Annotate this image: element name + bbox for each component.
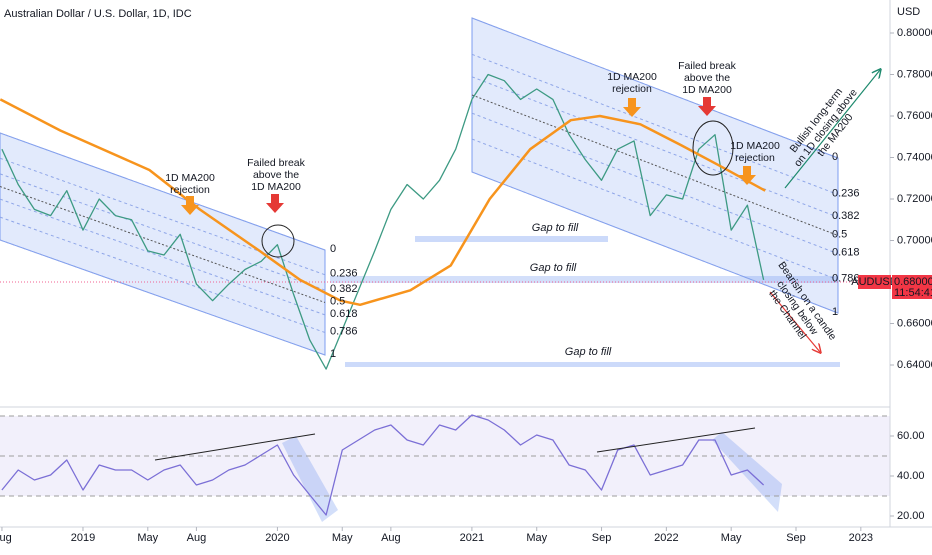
annotation: Failed break: [247, 157, 306, 169]
price-tag-time: 11:54:41: [894, 287, 932, 299]
gap-zone: [415, 236, 608, 242]
orange-arrow: [738, 166, 756, 185]
bearish-arrow: [769, 291, 820, 352]
gap-zone: [345, 362, 840, 367]
fib-label: 0: [832, 151, 838, 163]
annotation: Failed break: [678, 60, 737, 72]
annotation: 1D MA200: [251, 181, 301, 193]
fib-line: [471, 138, 839, 281]
fib-label: 0.5: [832, 228, 847, 240]
x-tick-label: 2021: [460, 532, 484, 544]
y-tick-label: 20.00: [897, 510, 925, 522]
red-arrow: [698, 97, 716, 116]
highlight-circle: [692, 120, 734, 176]
x-tick-label: May: [332, 532, 353, 544]
fib-line: [471, 76, 839, 218]
fib-label: 0.618: [330, 308, 358, 320]
fib-line: [471, 94, 839, 236]
annotation: rejection: [735, 152, 775, 164]
y-tick-label: 0.80000: [897, 27, 932, 39]
annotation: above the: [684, 72, 730, 84]
fib-line: [471, 112, 839, 255]
orange-arrow: [181, 196, 199, 215]
annotation: above the: [253, 169, 299, 181]
fib-label: 0.5: [330, 295, 345, 307]
red-arrow: [266, 194, 284, 213]
fib-label: 0.236: [832, 187, 860, 199]
x-tick-label: Aug: [381, 532, 401, 544]
gap-label: Gap to fill: [530, 262, 577, 274]
gap-zone: [330, 276, 838, 283]
currency-label: USD: [897, 6, 920, 18]
gap-label: Gap to fill: [565, 346, 612, 358]
annotation: 1D MA200: [682, 84, 732, 96]
symbol-tag-label: AUDUSD: [851, 276, 898, 288]
fib-line: [471, 171, 839, 314]
fib-label: 0.786: [832, 273, 860, 285]
rsi-channel: [712, 432, 782, 512]
x-tick-label: Sep: [592, 532, 612, 544]
fib-label: 0.382: [330, 283, 358, 295]
fib-line: [0, 186, 326, 303]
price-tag-label: 0.68000: [894, 276, 932, 288]
rsi-channel: [282, 436, 338, 522]
fib-label: 0.382: [832, 210, 860, 222]
x-tick-label: 2022: [654, 532, 678, 544]
background-layer: [0, 0, 932, 528]
symbol-tag: [858, 275, 891, 289]
orange-arrow: [623, 98, 641, 117]
x-tick-label: May: [721, 532, 742, 544]
fib-label: 0.618: [832, 247, 860, 259]
fib-label: 1: [832, 306, 838, 318]
rsi-line: [1, 414, 765, 516]
x-tick-label: May: [137, 532, 158, 544]
highlight-circle: [261, 224, 295, 258]
annotation: rejection: [170, 184, 210, 196]
fib-label: 1: [330, 348, 336, 360]
rsi-trendline: [596, 427, 756, 453]
chart-title: Australian Dollar / U.S. Dollar, 1D, IDC: [4, 8, 192, 20]
price-tag: [892, 275, 932, 299]
fib-label: 0: [330, 243, 336, 255]
price-line-series: [1, 73, 765, 370]
y-tick-label: 40.00: [897, 470, 925, 482]
annotation: 1D MA200: [730, 140, 780, 152]
fib-label: 0.236: [330, 268, 358, 280]
annotation: rejection: [612, 83, 652, 95]
gap-label: Gap to fill: [532, 222, 579, 234]
y-tick-label: 60.00: [897, 430, 925, 442]
x-tick-label: 2020: [265, 532, 289, 544]
fib-line: [471, 17, 839, 159]
x-tick-label: Aug: [0, 532, 12, 544]
fib-label: 0.786: [330, 325, 358, 337]
annotation: 1D MA200: [165, 172, 215, 184]
x-tick-label: Aug: [187, 532, 207, 544]
annotation: 1D MA200: [607, 71, 657, 83]
x-tick-label: 2023: [849, 532, 873, 544]
bullish-arrow: [784, 70, 880, 189]
x-tick-label: Sep: [786, 532, 806, 544]
x-tick-label: May: [526, 532, 547, 544]
rsi-trendline: [154, 433, 316, 461]
fib-line: [471, 53, 839, 196]
x-tick-label: 2019: [71, 532, 95, 544]
